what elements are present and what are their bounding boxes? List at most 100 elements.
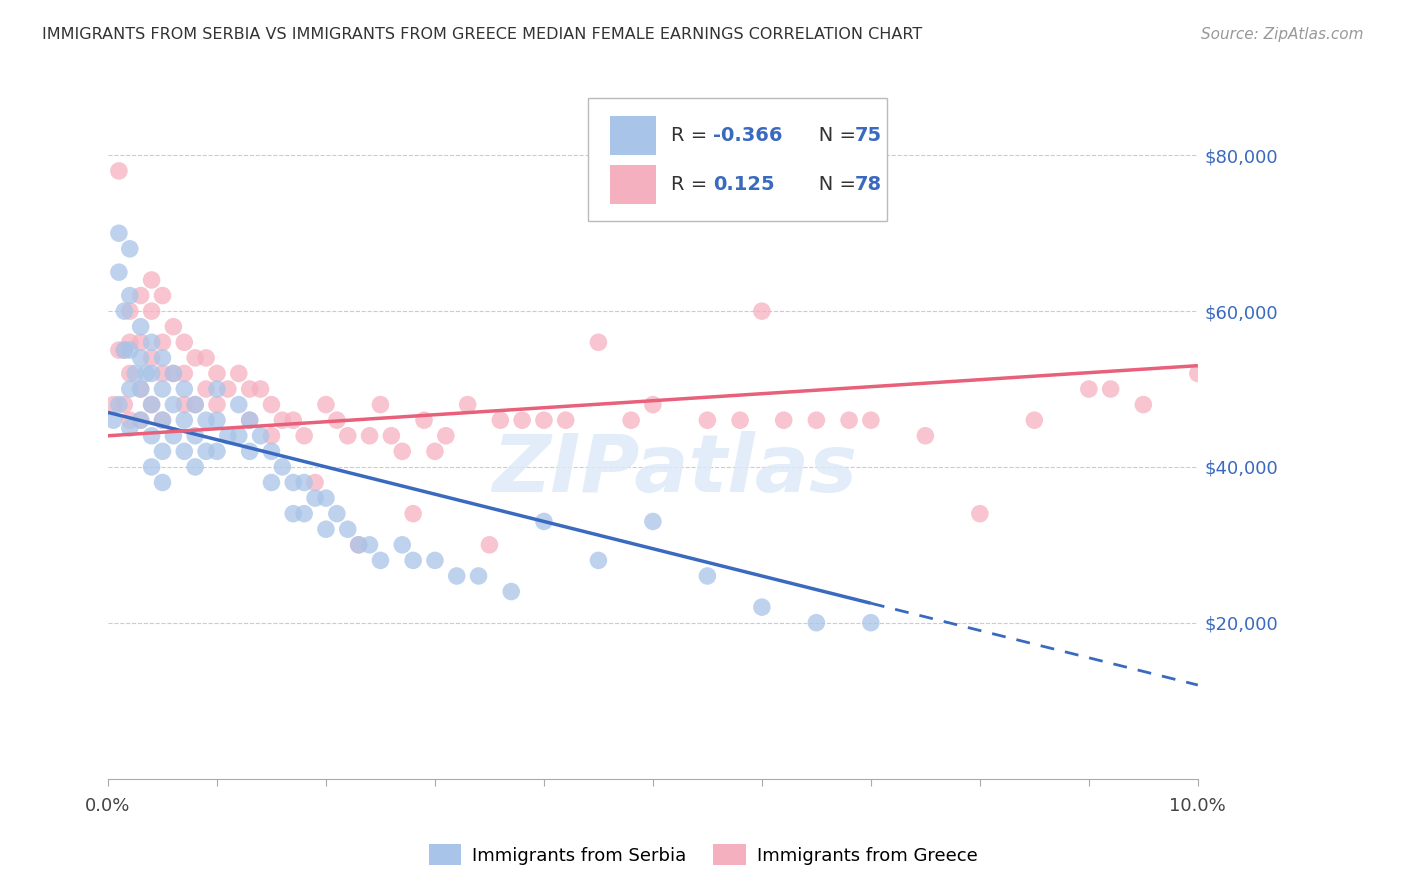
Point: [129, 335, 152, 350]
Point: [391, 444, 413, 458]
Point: [108, 265, 131, 279]
Point: [380, 429, 402, 443]
Point: [108, 343, 131, 357]
Point: [271, 459, 294, 474]
Point: [728, 413, 751, 427]
Point: [359, 429, 381, 443]
Point: [1099, 382, 1122, 396]
Point: [271, 413, 294, 427]
Point: [423, 553, 446, 567]
FancyBboxPatch shape: [610, 116, 657, 155]
Point: [359, 538, 381, 552]
Point: [129, 382, 152, 396]
Point: [249, 382, 271, 396]
Point: [129, 319, 152, 334]
Point: [228, 398, 250, 412]
Point: [141, 304, 163, 318]
Point: [239, 413, 262, 427]
Point: [217, 382, 239, 396]
Point: [152, 351, 174, 365]
Point: [315, 398, 337, 412]
Point: [141, 398, 163, 412]
Point: [260, 398, 283, 412]
Point: [260, 429, 283, 443]
Point: [118, 343, 141, 357]
Point: [129, 351, 152, 365]
Point: [1024, 413, 1046, 427]
Point: [620, 413, 643, 427]
Point: [260, 444, 283, 458]
Point: [228, 429, 250, 443]
Point: [304, 475, 326, 490]
Point: [326, 507, 349, 521]
Point: [347, 538, 370, 552]
Point: [118, 304, 141, 318]
Point: [423, 444, 446, 458]
Point: [304, 491, 326, 505]
Point: [118, 335, 141, 350]
Point: [152, 444, 174, 458]
Point: [103, 413, 125, 427]
Point: [108, 398, 131, 412]
Point: [141, 398, 163, 412]
Point: [347, 538, 370, 552]
Point: [751, 600, 773, 615]
Point: [588, 335, 610, 350]
Point: [205, 444, 228, 458]
Point: [173, 382, 195, 396]
Text: 78: 78: [855, 175, 882, 194]
Point: [588, 553, 610, 567]
Point: [118, 382, 141, 396]
Y-axis label: Median Female Earnings: Median Female Earnings: [0, 326, 8, 530]
Point: [205, 413, 228, 427]
Point: [205, 367, 228, 381]
Point: [696, 569, 718, 583]
Point: [112, 304, 135, 318]
Point: [315, 522, 337, 536]
Point: [195, 413, 218, 427]
FancyBboxPatch shape: [588, 98, 887, 221]
Point: [336, 522, 359, 536]
Point: [112, 398, 135, 412]
Text: IMMIGRANTS FROM SERBIA VS IMMIGRANTS FROM GREECE MEDIAN FEMALE EARNINGS CORRELAT: IMMIGRANTS FROM SERBIA VS IMMIGRANTS FRO…: [42, 27, 922, 42]
Point: [184, 398, 207, 412]
Text: ZIPatlas: ZIPatlas: [492, 431, 858, 509]
Text: 75: 75: [855, 126, 882, 145]
Point: [103, 398, 125, 412]
Point: [195, 351, 218, 365]
Point: [129, 413, 152, 427]
Point: [315, 491, 337, 505]
Point: [806, 615, 828, 630]
Point: [283, 507, 305, 521]
Point: [112, 343, 135, 357]
Text: N =: N =: [800, 175, 862, 194]
Point: [118, 242, 141, 256]
Point: [118, 421, 141, 435]
Point: [108, 226, 131, 240]
Point: [249, 429, 271, 443]
FancyBboxPatch shape: [610, 165, 657, 204]
Point: [239, 382, 262, 396]
Point: [141, 335, 163, 350]
Text: Source: ZipAtlas.com: Source: ZipAtlas.com: [1201, 27, 1364, 42]
Point: [152, 413, 174, 427]
Point: [859, 413, 882, 427]
Point: [205, 398, 228, 412]
Point: [283, 475, 305, 490]
Text: N =: N =: [800, 126, 862, 145]
Point: [641, 398, 664, 412]
Point: [554, 413, 576, 427]
Point: [446, 569, 468, 583]
Point: [391, 538, 413, 552]
Point: [914, 429, 936, 443]
Point: [152, 288, 174, 302]
Point: [152, 335, 174, 350]
Point: [533, 515, 555, 529]
Point: [1077, 382, 1099, 396]
Point: [402, 507, 425, 521]
Point: [129, 288, 152, 302]
Point: [152, 475, 174, 490]
Point: [108, 164, 131, 178]
Point: [413, 413, 436, 427]
Point: [184, 429, 207, 443]
